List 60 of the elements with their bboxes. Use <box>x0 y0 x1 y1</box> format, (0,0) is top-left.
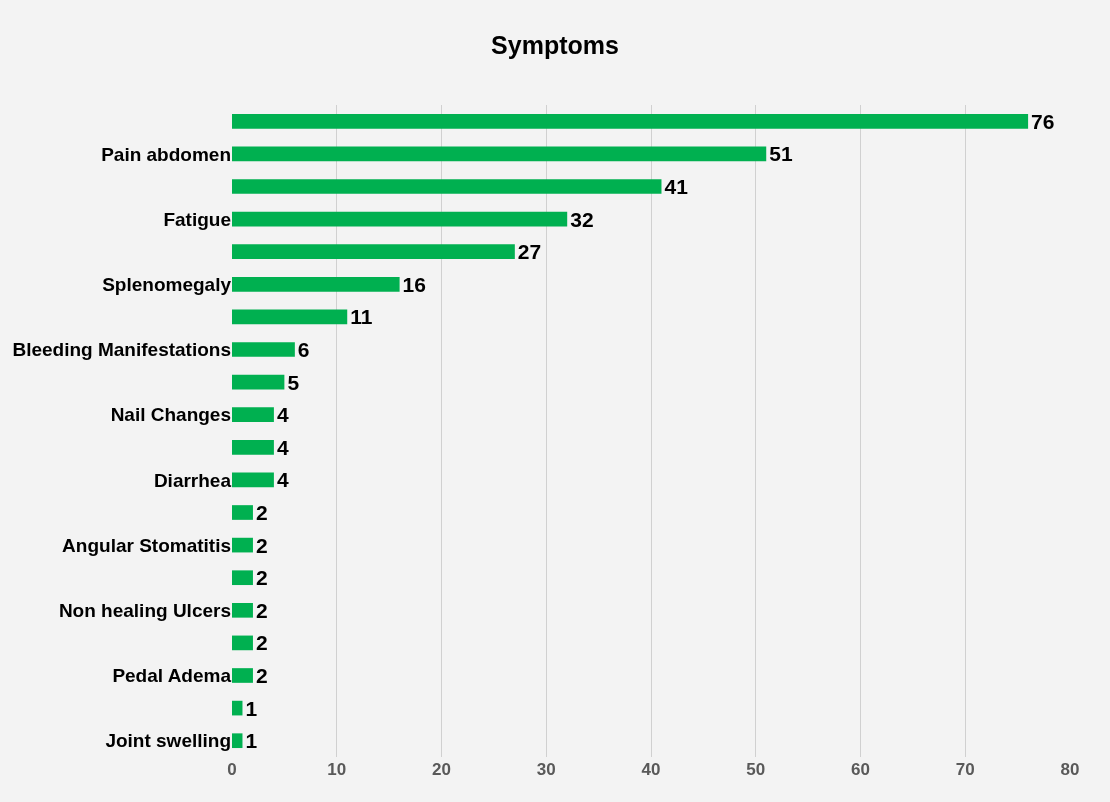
x-tick-label: 70 <box>955 760 975 779</box>
y-tick-label: Angular Stomatitis <box>62 534 231 556</box>
bar <box>232 700 243 716</box>
data-label: 27 <box>517 240 542 264</box>
data-label: 2 <box>255 631 268 655</box>
bar <box>232 407 274 423</box>
bar <box>232 439 274 455</box>
y-tick-label: Diarrhea <box>153 469 232 491</box>
bar <box>232 342 295 357</box>
bar <box>232 505 253 520</box>
y-tick-label: Joint swelling <box>105 730 231 752</box>
data-label: 11 <box>350 305 373 329</box>
data-label: 2 <box>255 533 268 557</box>
data-label: 4 <box>276 468 289 492</box>
data-label: 32 <box>570 207 594 231</box>
bar <box>232 733 243 749</box>
y-tick-label: Splenomegaly <box>102 273 232 295</box>
x-tick-label: 0 <box>227 760 237 779</box>
bar <box>232 570 253 586</box>
data-label: 2 <box>255 501 268 525</box>
data-label: 4 <box>276 403 289 427</box>
bar <box>232 602 253 618</box>
data-label: 2 <box>255 566 268 590</box>
bar <box>232 668 253 683</box>
data-label: 1 <box>245 696 258 720</box>
data-label: 41 <box>664 175 689 199</box>
bar <box>232 146 767 162</box>
data-label: 2 <box>255 598 268 622</box>
data-label: 16 <box>402 272 426 296</box>
bar <box>232 276 400 292</box>
x-tick-label: 20 <box>432 760 451 779</box>
bar <box>232 472 274 488</box>
x-tick-label: 10 <box>327 760 347 779</box>
x-tick-label: 50 <box>746 760 766 779</box>
data-label: 5 <box>287 370 300 394</box>
y-tick-label: Pedal Adema <box>112 665 232 687</box>
chart-title: Symptoms <box>491 30 619 59</box>
bar <box>232 537 253 553</box>
y-tick-label: Fatigue <box>163 208 231 230</box>
y-tick-label: Bleeding Manifestations <box>12 339 231 361</box>
data-label: 1 <box>245 729 258 753</box>
x-tick-label: 30 <box>536 760 556 779</box>
x-tick-label: 40 <box>641 760 661 779</box>
bar <box>232 113 1029 129</box>
bar <box>232 374 285 390</box>
data-label: 4 <box>276 435 289 459</box>
data-label: 51 <box>769 142 793 166</box>
bar <box>232 635 253 651</box>
data-label: 76 <box>1031 109 1055 133</box>
y-tick-label: Non healing Ulcers <box>58 599 231 621</box>
bar <box>232 309 348 325</box>
y-tick-label: Pain abdomen <box>101 143 231 165</box>
bar <box>232 211 568 227</box>
x-tick-label: 80 <box>1060 760 1080 779</box>
data-label: 2 <box>255 664 268 687</box>
data-label: 6 <box>297 338 310 362</box>
y-tick-label: Nail Changes <box>110 404 231 426</box>
bar <box>232 244 515 260</box>
x-tick-label: 60 <box>851 760 870 779</box>
bar <box>232 179 662 194</box>
